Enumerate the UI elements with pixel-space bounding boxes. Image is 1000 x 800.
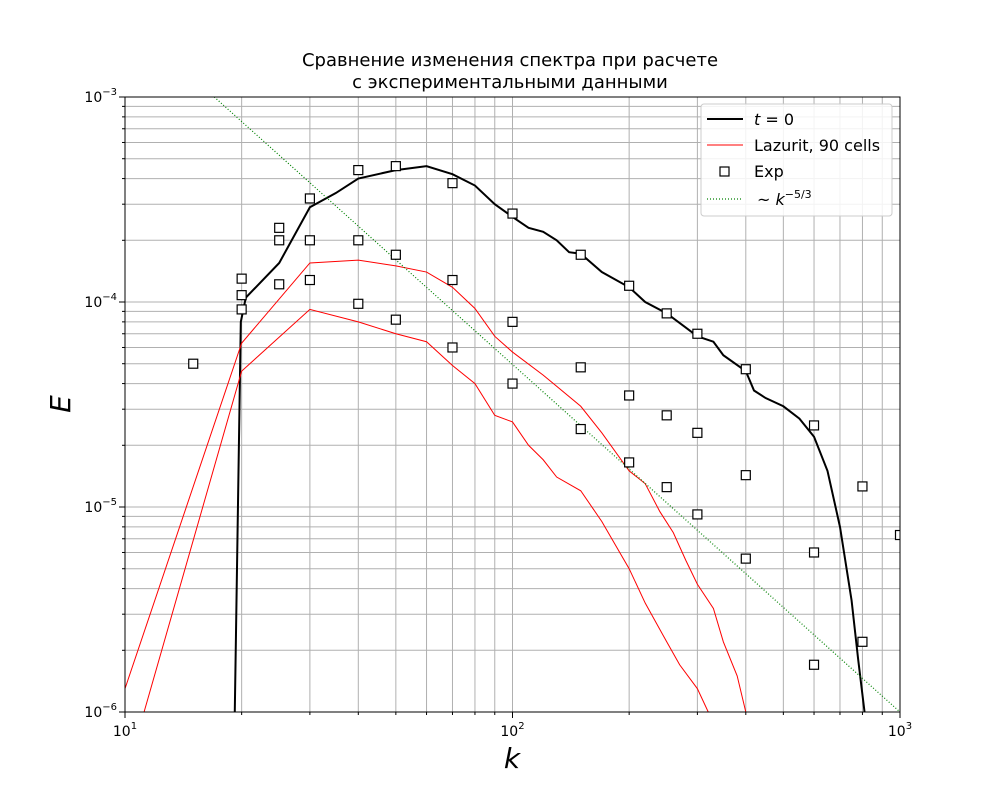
chart-title-line-2: с экспериментальными данными <box>352 72 668 93</box>
exp-point <box>274 222 285 233</box>
exp-point <box>353 235 364 246</box>
exp-point <box>692 328 703 339</box>
exp-point <box>692 427 703 438</box>
exp-point <box>447 342 458 353</box>
exp-point <box>353 298 364 309</box>
x-tick-label: 101 <box>113 721 137 740</box>
legend-label-t0: t = 0 <box>754 110 794 129</box>
exp-point <box>274 235 285 246</box>
x-axis-label: k <box>504 742 522 775</box>
legend-box <box>700 103 893 217</box>
y-tick-label: 10−3 <box>84 87 117 106</box>
exp-point <box>894 529 900 541</box>
y-tick-label: 10−5 <box>84 497 117 516</box>
exp-point <box>390 314 401 325</box>
exp-point <box>188 358 199 369</box>
exp-point <box>236 273 247 284</box>
exp-point <box>236 290 247 301</box>
exp-point <box>390 161 401 172</box>
exp-point <box>808 420 820 431</box>
series-layer <box>125 97 900 712</box>
exp-point <box>507 378 518 389</box>
exp-point <box>353 164 364 176</box>
exp-point <box>661 308 672 319</box>
series-line-0 <box>233 165 866 712</box>
exp-point <box>304 235 315 246</box>
exp-point <box>575 423 586 435</box>
series-exp-markers <box>188 161 900 670</box>
exp-point <box>661 482 672 493</box>
y-axis-label: E <box>44 395 77 413</box>
ticks: 101 102 103 10−6 10−5 10−4 10−3 <box>84 87 912 740</box>
y-tick-label: 10−6 <box>84 702 117 721</box>
exp-point <box>740 470 751 481</box>
exp-point <box>274 279 285 290</box>
exp-point <box>304 193 315 204</box>
y-tick-label: 10−4 <box>84 292 117 311</box>
plot-area <box>125 97 900 712</box>
exp-point <box>661 410 672 421</box>
exp-point <box>575 362 586 373</box>
legend-label-slope: ~ k−5/3 <box>757 188 812 209</box>
exp-point <box>740 553 751 564</box>
legend-label-exp: Exp <box>754 162 784 181</box>
series-line-2 <box>143 308 709 712</box>
exp-point <box>857 636 868 647</box>
exp-point <box>857 481 868 492</box>
exp-point <box>507 208 518 219</box>
legend-label-lazurit: Lazurit, 90 cells <box>754 136 880 155</box>
x-tick-label: 103 <box>888 721 912 740</box>
exp-point <box>692 509 703 520</box>
exp-point <box>447 274 458 286</box>
exp-point <box>236 304 247 315</box>
chart-title-line-1: Сравнение изменения спектра при расчете <box>302 50 718 71</box>
series-line-3 <box>213 97 900 712</box>
exp-point <box>624 390 635 401</box>
exp-point <box>447 178 458 189</box>
exp-point <box>575 249 586 260</box>
series-line-1 <box>125 259 747 712</box>
exp-point <box>390 249 401 260</box>
legend: t = 0 Lazurit, 90 cells Exp ~ k−5/3 <box>700 103 893 217</box>
legend-swatch-exp <box>719 166 730 177</box>
exp-point <box>808 659 820 670</box>
exp-point <box>507 316 518 327</box>
exp-point <box>624 280 635 291</box>
exp-point <box>808 547 820 558</box>
x-tick-label: 102 <box>500 721 524 740</box>
exp-point <box>740 364 751 375</box>
exp-point <box>304 274 315 286</box>
exp-point <box>624 457 635 468</box>
